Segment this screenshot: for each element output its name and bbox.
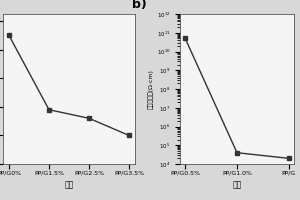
X-axis label: 样品: 样品 bbox=[64, 181, 74, 190]
X-axis label: 样品: 样品 bbox=[232, 181, 242, 190]
Y-axis label: 体积电阵率(Ω·cm): 体积电阵率(Ω·cm) bbox=[148, 69, 154, 109]
Text: b): b) bbox=[132, 0, 147, 11]
